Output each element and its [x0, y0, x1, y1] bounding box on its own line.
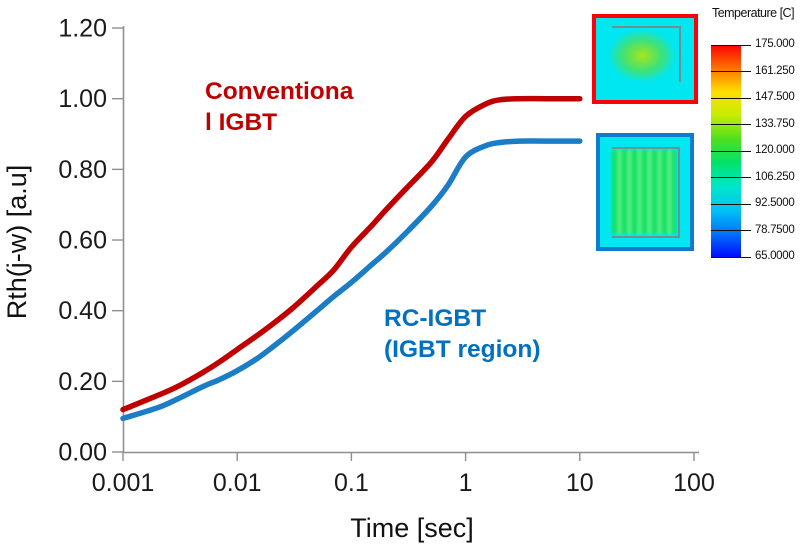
colorbar-tick-line — [711, 203, 751, 205]
colorbar-tick-label: 78.7500 — [755, 223, 795, 236]
thermal-map-conventional-igbt — [592, 14, 698, 104]
temperature-colorbar: Temperature [C] 175.000 161.250 147.500 133… — [703, 6, 800, 268]
x-tick-label: 0.01 — [213, 469, 262, 497]
y-tick-label: 1.20 — [58, 15, 107, 43]
y-tick-label: 0.00 — [58, 439, 107, 467]
y-axis-title: Rth(j-w) [a.u] — [2, 165, 32, 320]
colorbar-tick-label: 92.5000 — [755, 197, 795, 209]
y-tick-label: 0.80 — [58, 156, 107, 184]
colorbar-tick-line — [711, 177, 751, 178]
thermal-map-rc-igbt — [596, 133, 694, 251]
x-tick-label: 100 — [673, 469, 715, 497]
die-outline-top — [611, 26, 682, 29]
conventional-igbt-label: Conventiona l IGBT — [205, 76, 353, 138]
colorbar-tick-line — [711, 97, 751, 99]
colorbar-tick-label: 120.000 — [755, 144, 795, 156]
series-conventional-igbt — [120, 95, 583, 413]
x-axis-title: Time [sec] — [350, 513, 474, 543]
x-tick-label: 0.001 — [92, 469, 155, 497]
series-rc-igbt-igbt-region- — [120, 138, 583, 422]
colorbar-tick-line — [711, 150, 751, 152]
colorbar-tick-label: 133.750 — [755, 117, 795, 130]
colorbar-tick-label: 161.250 — [755, 64, 795, 77]
rc-igbt-label-line1: RC-IGBT — [384, 305, 487, 332]
colorbar-tick-line — [711, 230, 751, 231]
conventional-igbt-label-line2: l IGBT — [205, 109, 278, 136]
colorbar-tick-label: 65.0000 — [755, 250, 795, 262]
y-tick-label: 0.20 — [58, 368, 107, 396]
die-outline — [611, 146, 681, 239]
y-tick-label: 1.00 — [58, 85, 107, 113]
conventional-igbt-label-line1: Conventiona — [205, 78, 354, 105]
colorbar-tick-line — [711, 256, 751, 258]
die-outline-right — [679, 26, 682, 82]
colorbar-tick-label: 147.500 — [755, 91, 795, 103]
thermal-gradient — [596, 18, 694, 100]
colorbar-tick-line — [711, 124, 751, 125]
x-tick-label: 10 — [566, 469, 594, 497]
rc-igbt-label: RC-IGBT (IGBT region) — [384, 303, 541, 365]
igbt-cell-stripes — [611, 149, 677, 235]
rc-igbt-label-line2: (IGBT region) — [384, 336, 541, 363]
colorbar-tick-label: 175.000 — [755, 38, 795, 50]
colorbar-tick-line — [711, 71, 751, 72]
colorbar-tick-line — [711, 44, 751, 46]
x-tick-label: 1 — [459, 469, 473, 497]
y-tick-label: 0.40 — [58, 297, 107, 325]
colorbar-title: Temperature [C] — [711, 6, 795, 20]
y-tick-label: 0.60 — [58, 227, 107, 255]
colorbar-tick-label: 106.250 — [755, 170, 795, 183]
x-tick-label: 0.1 — [334, 469, 369, 497]
